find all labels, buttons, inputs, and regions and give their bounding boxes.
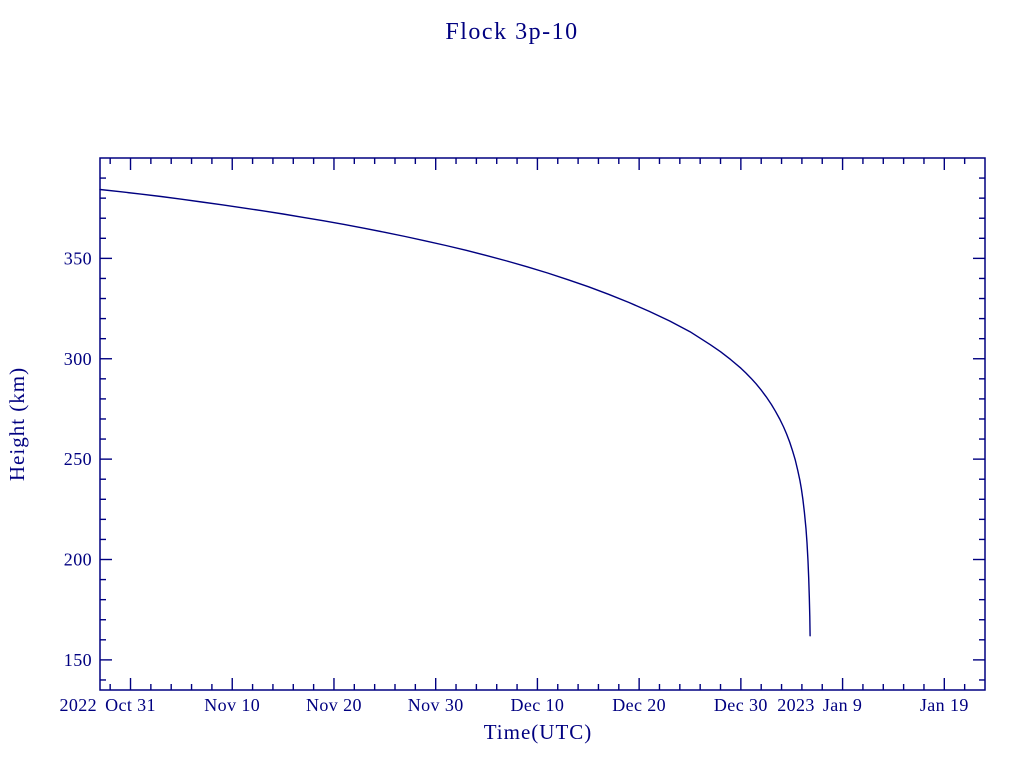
decay-curve — [99, 188, 811, 637]
x-tick-label: Jan 9 — [823, 695, 863, 715]
x-tick-label: Dec 30 — [714, 695, 768, 715]
x-tick-label: Dec 20 — [612, 695, 666, 715]
x-axis-label: Time(UTC) — [484, 720, 593, 744]
chart-title: Flock 3p-10 — [445, 19, 578, 45]
tick-labels: Oct 31 2022 Nov 10 Nov 20 Nov 30 Dec 10 Dec 20… — [59, 248, 968, 715]
axis-ticks — [100, 158, 985, 690]
x-tick-label: Nov 30 — [408, 695, 464, 715]
year-label: 2023 — [777, 695, 815, 715]
y-tick-label: 300 — [64, 349, 92, 369]
y-tick-label: 200 — [64, 550, 92, 570]
x-tick-label: Dec 10 — [510, 695, 564, 715]
x-tick-label: Oct 31 — [105, 695, 156, 715]
plot-frame — [99, 157, 986, 691]
y-tick-label: 250 — [64, 449, 92, 469]
plot-border — [99, 157, 986, 691]
data-series — [99, 188, 811, 637]
x-tick-label: Nov 10 — [204, 695, 260, 715]
x-tick-label: Nov 20 — [306, 695, 362, 715]
x-tick-label: Jan 19 — [920, 695, 969, 715]
y-tick-label: 350 — [64, 248, 92, 268]
year-label: 2022 — [59, 695, 97, 715]
y-tick-label: 150 — [64, 650, 92, 670]
y-axis-label: Height (km) — [5, 367, 29, 481]
